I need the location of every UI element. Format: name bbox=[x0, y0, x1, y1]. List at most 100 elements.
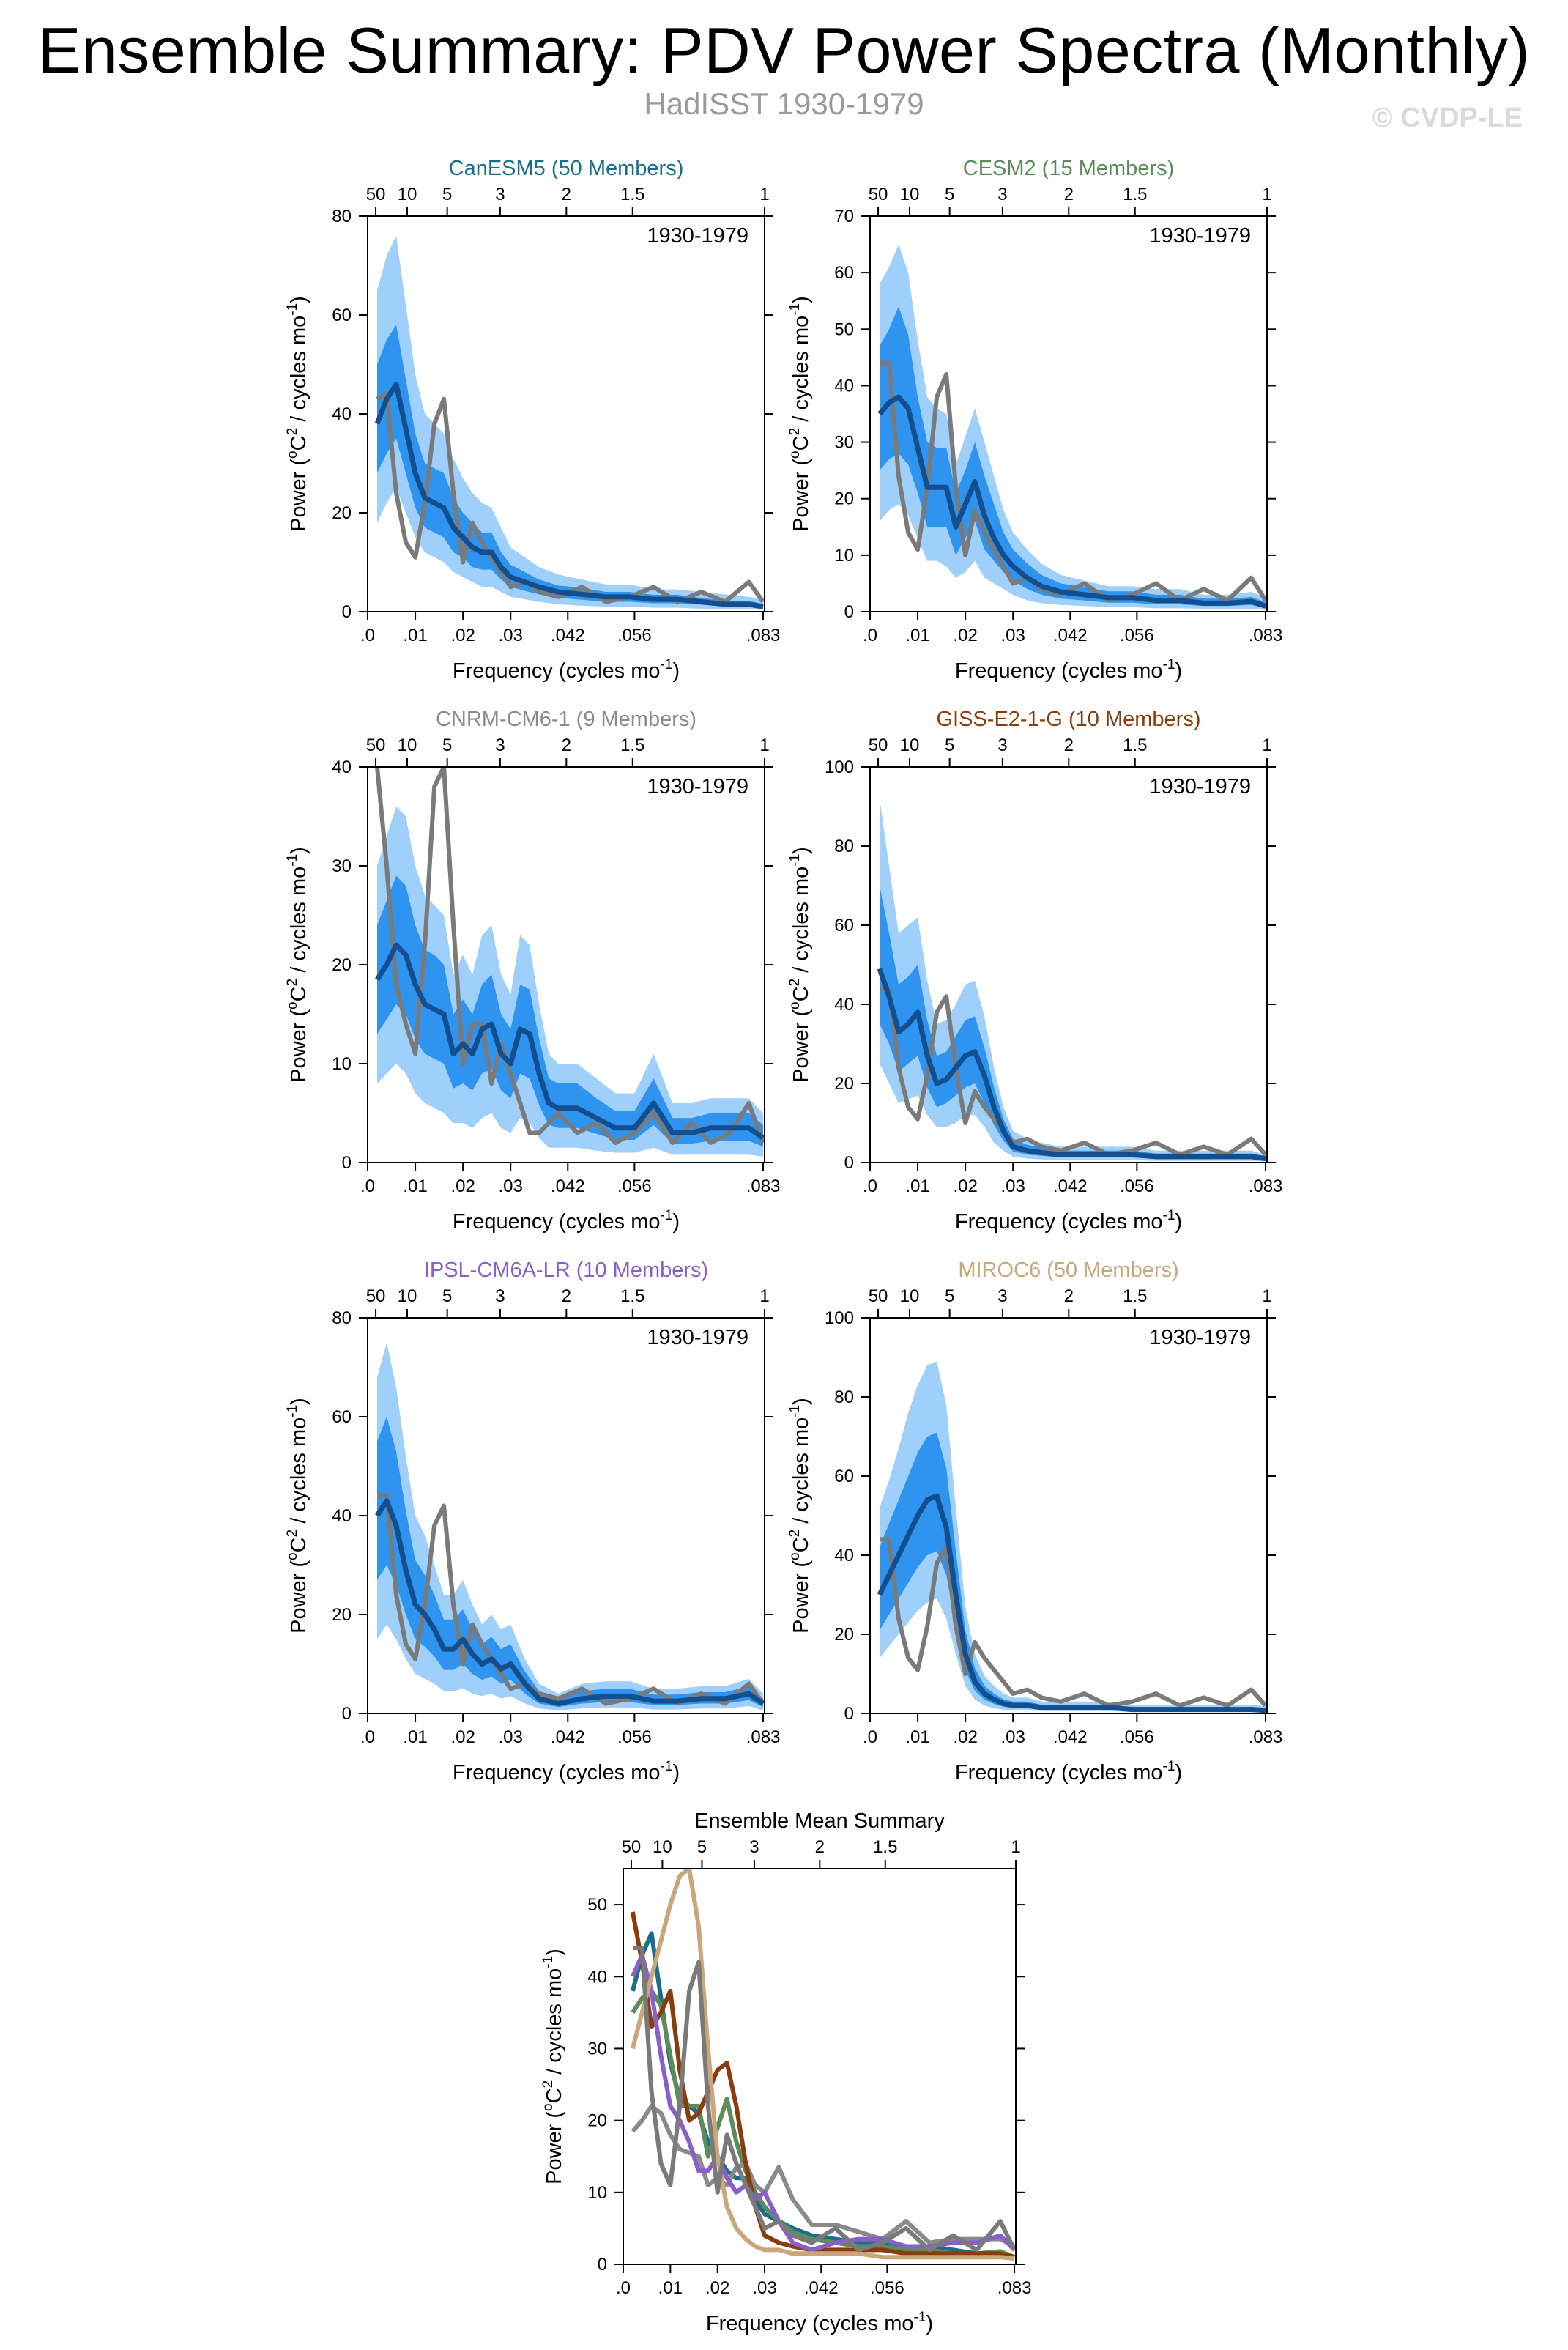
plot-area bbox=[877, 798, 1267, 1162]
y-axis-label-unit: C bbox=[287, 1537, 311, 1552]
top-axis-label: 1 bbox=[1262, 1286, 1271, 1306]
chart-panel-1: 0 10 20 30 40 50 60 70 .0 .01 .02 .03 .042 .056 .083 50… bbox=[787, 157, 1282, 683]
top-axis-label: 50 bbox=[869, 185, 888, 204]
spread-band-outer bbox=[377, 236, 763, 610]
top-axis-label: 5 bbox=[442, 185, 452, 204]
x-tick-label: .01 bbox=[905, 1727, 929, 1747]
y-axis-label-sup: -1 bbox=[285, 303, 300, 316]
top-axis-label: 10 bbox=[900, 1286, 920, 1306]
chart-panel-4: 0 20 40 60 80 .0 .01 .02 .03 .042 .056 .083 50 10 5 3 2 1… bbox=[285, 1259, 780, 1784]
y-axis-label-sup: -1 bbox=[787, 854, 803, 867]
x-tick-label: .02 bbox=[953, 1727, 977, 1747]
x-tick-label: .083 bbox=[746, 1176, 781, 1196]
x-tick-label: .042 bbox=[1053, 1727, 1088, 1747]
top-axis-label: 5 bbox=[442, 1286, 452, 1306]
y-tick-label: 40 bbox=[587, 1967, 607, 1987]
period-label: 1930-1979 bbox=[1149, 775, 1251, 798]
y-axis-label-unit: C bbox=[789, 986, 813, 1001]
top-axis-label: 1 bbox=[759, 1286, 769, 1306]
top-axis-label: 50 bbox=[366, 185, 386, 204]
y-axis-label-rest: / cycles mo bbox=[287, 867, 311, 979]
y-axis-label-end: ) bbox=[543, 1949, 566, 1956]
series-line-hadisst bbox=[632, 1946, 1016, 2253]
y-axis-label-rest: / cycles mo bbox=[789, 316, 813, 428]
x-tick-label: .042 bbox=[551, 626, 585, 645]
panel-title: Ensemble Mean Summary bbox=[694, 1809, 945, 1833]
x-tick-label: .083 bbox=[746, 626, 781, 645]
y-tick-label: 30 bbox=[332, 856, 352, 876]
x-tick-label: .056 bbox=[617, 1727, 652, 1747]
x-axis-label-end: ) bbox=[1175, 659, 1182, 683]
x-axis-label: Frequency (cycles mo-1) bbox=[706, 2310, 933, 2335]
x-tick-label: .02 bbox=[953, 1176, 977, 1196]
spread-band-inner bbox=[377, 1417, 763, 1708]
x-tick-label: .042 bbox=[551, 1727, 585, 1747]
top-axis-label: 10 bbox=[398, 185, 417, 204]
x-axis-label-end: ) bbox=[926, 2312, 933, 2335]
top-axis-label: 5 bbox=[945, 185, 954, 204]
y-axis-label-main: Power ( bbox=[287, 1560, 311, 1634]
x-tick-label: .083 bbox=[997, 2278, 1032, 2298]
observed-spectrum-line bbox=[880, 1537, 1267, 1708]
x-axis-label: Frequency (cycles mo-1) bbox=[955, 1759, 1182, 1784]
x-tick-label: .01 bbox=[905, 626, 929, 645]
x-axis-label-main: Frequency (cycles mo bbox=[955, 659, 1163, 683]
series-line-cnrm-cm6-1 bbox=[631, 2104, 1016, 2249]
y-axis-degree: o bbox=[285, 1552, 300, 1560]
y-tick-label: 70 bbox=[834, 207, 854, 226]
top-axis-label: 1 bbox=[1262, 735, 1271, 755]
top-axis-label: 5 bbox=[442, 735, 452, 755]
panel-title: IPSL-CM6A-LR (10 Members) bbox=[424, 1259, 708, 1282]
x-tick-label: .02 bbox=[953, 626, 977, 645]
panel-title: MIROC6 (50 Members) bbox=[958, 1259, 1178, 1282]
x-tick-label: .03 bbox=[1001, 626, 1025, 645]
x-tick-label: .056 bbox=[1120, 626, 1154, 645]
top-axis-label: 3 bbox=[749, 1837, 759, 1857]
ensemble-mean-line bbox=[374, 382, 764, 609]
y-axis-label-main: Power ( bbox=[789, 459, 813, 532]
top-axis-label: 1 bbox=[1011, 1837, 1020, 1857]
x-tick-label: .0 bbox=[616, 2278, 631, 2298]
top-axis-label: 5 bbox=[697, 1837, 707, 1857]
y-axis-degree: o bbox=[285, 451, 300, 459]
panel-title: GISS-E2-1-G (10 Members) bbox=[937, 708, 1201, 731]
x-tick-label: .03 bbox=[499, 626, 523, 645]
y-axis-label: Power (oC2 / cycles mo-1) bbox=[787, 847, 813, 1083]
y-tick-label: 100 bbox=[825, 757, 854, 777]
top-axis-label: 1.5 bbox=[620, 735, 644, 755]
y-axis-label-sup: -1 bbox=[285, 1405, 300, 1417]
x-tick-label: .01 bbox=[403, 1176, 427, 1196]
x-axis-label-sup: -1 bbox=[1163, 1208, 1175, 1223]
x-tick-label: .0 bbox=[863, 1727, 877, 1747]
x-axis-label-main: Frequency (cycles mo bbox=[955, 1761, 1163, 1784]
observed-spectrum-line bbox=[375, 767, 765, 1145]
y-tick-label: 60 bbox=[834, 1467, 854, 1486]
y-axis-label-sup: -1 bbox=[787, 303, 803, 316]
y-axis-degree: o bbox=[787, 1001, 803, 1009]
period-label: 1930-1979 bbox=[647, 775, 748, 798]
series-line-cesm2 bbox=[631, 1988, 1016, 2259]
x-tick-label: .056 bbox=[870, 2278, 904, 2298]
panel-title: CanESM5 (50 Members) bbox=[449, 157, 684, 180]
y-axis-squared: 2 bbox=[285, 1530, 300, 1538]
y-axis-label: Power (oC2 / cycles mo-1) bbox=[285, 296, 311, 532]
chart-panel-0: 0 20 40 60 80 .0 .01 .02 .03 .042 .056 .083 50 10 5 3 2 1… bbox=[285, 157, 780, 683]
top-axis-label: 3 bbox=[997, 1286, 1007, 1306]
y-axis-label-unit: C bbox=[543, 2088, 566, 2103]
x-tick-label: .056 bbox=[617, 626, 652, 645]
y-tick-label: 30 bbox=[587, 2039, 607, 2058]
x-tick-label: .056 bbox=[1120, 1727, 1154, 1747]
x-tick-label: .03 bbox=[1001, 1176, 1025, 1196]
period-label: 1930-1979 bbox=[1149, 1326, 1251, 1349]
top-axis-label: 1.5 bbox=[873, 1837, 897, 1857]
x-axis-label-sup: -1 bbox=[1163, 657, 1175, 672]
ensemble-mean-line bbox=[877, 1493, 1266, 1713]
series-line-miroc6 bbox=[630, 1869, 1015, 2261]
top-axis-label: 10 bbox=[900, 185, 920, 204]
chart-panel-3: 0 20 40 60 80 100 .0 .01 .02 .03 .042 .056 .083 50 10 5… bbox=[787, 708, 1282, 1234]
x-axis-label-sup: -1 bbox=[661, 1759, 673, 1774]
top-axis-label: 10 bbox=[653, 1837, 672, 1857]
x-tick-label: .056 bbox=[1120, 1176, 1154, 1196]
y-axis-label-unit: C bbox=[789, 435, 813, 451]
